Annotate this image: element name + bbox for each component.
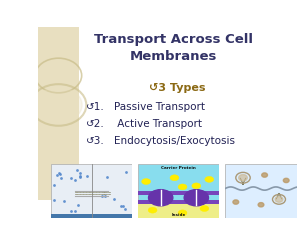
Circle shape xyxy=(35,87,82,123)
Text: ↺3 Types: ↺3 Types xyxy=(149,83,205,93)
Point xyxy=(105,176,110,179)
Text: Carrier Protein: Carrier Protein xyxy=(161,166,196,170)
Point xyxy=(78,174,83,178)
Text: Transport Across Cell
Membranes: Transport Across Cell Membranes xyxy=(94,33,253,63)
FancyBboxPatch shape xyxy=(138,200,219,204)
Text: ↺1.: ↺1. xyxy=(86,102,105,112)
Point xyxy=(122,207,127,211)
FancyBboxPatch shape xyxy=(51,164,132,218)
Circle shape xyxy=(178,210,187,216)
Text: Passive Transport: Passive Transport xyxy=(114,102,205,112)
Point xyxy=(69,209,74,213)
Point xyxy=(77,175,82,178)
Circle shape xyxy=(200,206,209,212)
Point xyxy=(76,203,81,207)
FancyBboxPatch shape xyxy=(138,191,219,195)
Point xyxy=(99,194,104,198)
Circle shape xyxy=(148,190,173,206)
Point xyxy=(61,199,66,203)
Point xyxy=(73,178,78,182)
Point xyxy=(123,170,128,174)
Point xyxy=(83,214,88,218)
Circle shape xyxy=(170,175,179,181)
Circle shape xyxy=(262,173,268,177)
Point xyxy=(118,205,123,208)
Circle shape xyxy=(178,184,187,190)
Circle shape xyxy=(258,202,264,207)
Circle shape xyxy=(239,175,247,181)
Circle shape xyxy=(142,179,151,184)
Point xyxy=(59,177,64,180)
Point xyxy=(103,194,107,198)
FancyBboxPatch shape xyxy=(38,27,79,200)
Point xyxy=(84,175,89,178)
Point xyxy=(57,172,62,175)
Text: Endocytosis/Exocytosis: Endocytosis/Exocytosis xyxy=(114,136,235,146)
Circle shape xyxy=(205,176,214,182)
Point xyxy=(79,214,84,217)
Circle shape xyxy=(233,200,239,204)
Point xyxy=(77,171,82,175)
Point xyxy=(76,213,81,217)
Circle shape xyxy=(275,196,283,202)
Point xyxy=(52,183,57,187)
Circle shape xyxy=(148,207,157,213)
FancyBboxPatch shape xyxy=(51,214,132,218)
Point xyxy=(111,197,116,201)
Circle shape xyxy=(184,190,208,206)
Text: Inside: Inside xyxy=(171,213,186,217)
Point xyxy=(72,209,77,213)
Point xyxy=(51,198,56,201)
Point xyxy=(68,176,73,180)
FancyBboxPatch shape xyxy=(138,164,219,218)
Text: Active Transport: Active Transport xyxy=(114,119,202,129)
Circle shape xyxy=(192,183,201,189)
Point xyxy=(75,168,80,172)
FancyBboxPatch shape xyxy=(225,164,297,218)
Circle shape xyxy=(283,178,289,183)
FancyBboxPatch shape xyxy=(138,203,219,218)
Point xyxy=(58,172,63,176)
Point xyxy=(121,204,126,207)
Text: ↺3.: ↺3. xyxy=(86,136,105,146)
Text: ↺2.: ↺2. xyxy=(86,119,105,129)
Point xyxy=(54,173,59,176)
